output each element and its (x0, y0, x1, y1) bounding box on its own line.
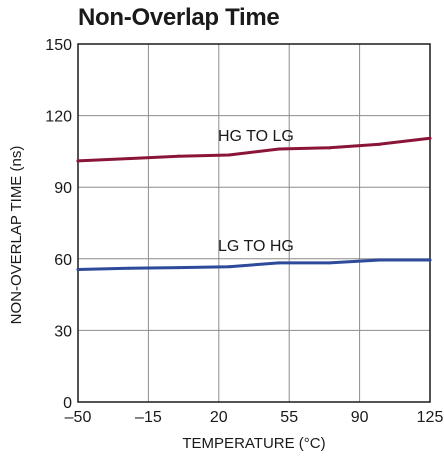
data-point (378, 258, 382, 262)
series-label-lg-to-hg: LG TO HG (218, 238, 294, 255)
data-point (428, 258, 432, 262)
data-point (177, 154, 181, 158)
x-tick-label: 125 (417, 409, 444, 426)
data-point (277, 147, 281, 151)
y-tick-label: 120 (45, 109, 72, 126)
x-tick-label: 55 (280, 409, 298, 426)
x-tick-label: 20 (210, 409, 228, 426)
y-tick-label: 0 (63, 395, 72, 412)
plot-frame (77, 43, 431, 403)
data-point (428, 136, 432, 140)
data-point (227, 153, 231, 157)
x-tick-label: 90 (351, 409, 369, 426)
y-tick-label: 60 (54, 252, 72, 269)
x-tick-label: –15 (135, 409, 162, 426)
y-tick-label: 30 (54, 323, 72, 340)
data-point (227, 265, 231, 269)
data-point (126, 157, 130, 161)
series-line-hg-to-lg (76, 136, 432, 163)
data-point (378, 142, 382, 146)
data-point (76, 159, 80, 163)
data-point (177, 266, 181, 270)
data-point (327, 261, 331, 265)
data-point (327, 146, 331, 150)
data-point (126, 266, 130, 270)
series-label-hg-to-lg: HG TO LG (218, 128, 294, 145)
data-point (76, 268, 80, 272)
data-point (277, 261, 281, 265)
y-axis-label: NON-OVERLAP TIME (ns) (8, 146, 25, 325)
chart-title: Non-Overlap Time (78, 4, 280, 31)
series-line-lg-to-hg (76, 258, 432, 271)
y-tick-label: 150 (45, 37, 72, 54)
x-tick-label: –50 (65, 409, 92, 426)
x-axis-label: TEMPERATURE (°C) (182, 435, 325, 452)
y-tick-label: 90 (54, 180, 72, 197)
